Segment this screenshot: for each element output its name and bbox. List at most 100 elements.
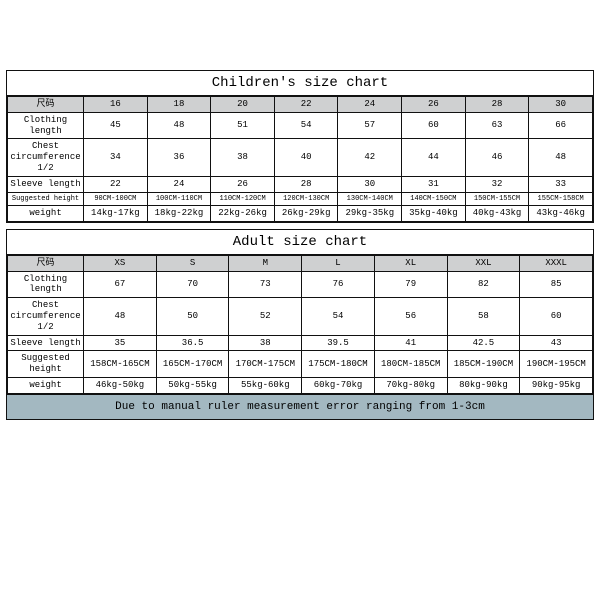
size-header: XXXL	[520, 255, 593, 271]
row-label: Chest circumference 1/2	[8, 139, 84, 176]
data-cell: 38	[211, 139, 275, 176]
data-cell: 39.5	[302, 335, 375, 351]
data-cell: 22kg-26kg	[211, 205, 275, 221]
data-cell: 26	[211, 176, 275, 192]
data-cell: 18kg-22kg	[147, 205, 211, 221]
size-header: 18	[147, 97, 211, 113]
data-cell: 35kg-40kg	[402, 205, 466, 221]
data-cell: 100CM-110CM	[147, 192, 211, 205]
size-header: XS	[84, 255, 157, 271]
size-header: 30	[529, 97, 593, 113]
data-cell: 80kg-90kg	[447, 377, 520, 393]
data-cell: 38	[229, 335, 302, 351]
data-cell: 67	[84, 271, 157, 298]
data-cell: 33	[529, 176, 593, 192]
row-label: Clothing length	[8, 271, 84, 298]
data-cell: 180CM-185CM	[374, 351, 447, 378]
table-row: Clothing length4548515457606366	[8, 112, 593, 139]
data-cell: 40	[274, 139, 338, 176]
data-cell: 43	[520, 335, 593, 351]
data-cell: 150CM-155CM	[465, 192, 529, 205]
data-cell: 24	[147, 176, 211, 192]
data-cell: 57	[338, 112, 402, 139]
adult-table: 尺码XSSMLXLXXLXXXL Clothing length67707376…	[7, 255, 593, 394]
data-cell: 32	[465, 176, 529, 192]
data-cell: 110CM-120CM	[211, 192, 275, 205]
size-chart-sheet: Children's size chart 尺码1618202224262830…	[0, 0, 600, 420]
data-cell: 60	[402, 112, 466, 139]
data-cell: 48	[529, 139, 593, 176]
data-cell: 190CM-195CM	[520, 351, 593, 378]
data-cell: 54	[302, 298, 375, 335]
data-cell: 14kg-17kg	[84, 205, 148, 221]
table-row: Chest circumference 1/23436384042444648	[8, 139, 593, 176]
data-cell: 56	[374, 298, 447, 335]
data-cell: 85	[520, 271, 593, 298]
data-cell: 44	[402, 139, 466, 176]
data-cell: 48	[84, 298, 157, 335]
data-cell: 31	[402, 176, 466, 192]
data-cell: 63	[465, 112, 529, 139]
data-cell: 36	[147, 139, 211, 176]
data-cell: 45	[84, 112, 148, 139]
data-cell: 90kg-95kg	[520, 377, 593, 393]
data-cell: 170CM-175CM	[229, 351, 302, 378]
data-cell: 76	[302, 271, 375, 298]
table-row: Clothing length67707376798285	[8, 271, 593, 298]
data-cell: 28	[274, 176, 338, 192]
table-row: weight46kg-50kg50kg-55kg55kg-60kg60kg-70…	[8, 377, 593, 393]
data-cell: 52	[229, 298, 302, 335]
data-cell: 185CM-190CM	[447, 351, 520, 378]
row-label: Clothing length	[8, 112, 84, 139]
size-header: 28	[465, 97, 529, 113]
size-header: 26	[402, 97, 466, 113]
size-header: 20	[211, 97, 275, 113]
children-table-wrap: Children's size chart 尺码1618202224262830…	[6, 70, 594, 223]
table-row: Sleeve length3536.53839.54142.543	[8, 335, 593, 351]
data-cell: 66	[529, 112, 593, 139]
data-cell: 60	[520, 298, 593, 335]
data-cell: 41	[374, 335, 447, 351]
data-cell: 42	[338, 139, 402, 176]
size-header: L	[302, 255, 375, 271]
size-header: 24	[338, 97, 402, 113]
row-label: weight	[8, 205, 84, 221]
size-header: S	[156, 255, 229, 271]
data-cell: 60kg-70kg	[302, 377, 375, 393]
size-header: 16	[84, 97, 148, 113]
data-cell: 130CM-140CM	[338, 192, 402, 205]
data-cell: 36.5	[156, 335, 229, 351]
children-table: 尺码1618202224262830 Clothing length454851…	[7, 96, 593, 222]
row-label: Sleeve length	[8, 335, 84, 351]
data-cell: 46kg-50kg	[84, 377, 157, 393]
children-title: Children's size chart	[7, 71, 593, 96]
data-cell: 155CM-158CM	[529, 192, 593, 205]
data-cell: 35	[84, 335, 157, 351]
data-cell: 175CM-180CM	[302, 351, 375, 378]
data-cell: 43kg-46kg	[529, 205, 593, 221]
table-row: Chest circumference 1/248505254565860	[8, 298, 593, 335]
size-header: XL	[374, 255, 447, 271]
data-cell: 46	[465, 139, 529, 176]
data-cell: 58	[447, 298, 520, 335]
data-cell: 29kg-35kg	[338, 205, 402, 221]
data-cell: 22	[84, 176, 148, 192]
table-row: Sleeve length2224262830313233	[8, 176, 593, 192]
data-cell: 30	[338, 176, 402, 192]
data-cell: 50kg-55kg	[156, 377, 229, 393]
data-cell: 140CM-150CM	[402, 192, 466, 205]
size-header: 22	[274, 97, 338, 113]
data-cell: 82	[447, 271, 520, 298]
table-row: Suggested height90CM-100CM100CM-110CM110…	[8, 192, 593, 205]
data-cell: 50	[156, 298, 229, 335]
data-cell: 26kg-29kg	[274, 205, 338, 221]
data-cell: 79	[374, 271, 447, 298]
table-row: Suggested height158CM-165CM165CM-170CM17…	[8, 351, 593, 378]
data-cell: 70kg-80kg	[374, 377, 447, 393]
data-cell: 120CM-130CM	[274, 192, 338, 205]
adult-table-wrap: Adult size chart 尺码XSSMLXLXXLXXXL Clothi…	[6, 229, 594, 420]
size-col-label: 尺码	[8, 97, 84, 113]
data-cell: 48	[147, 112, 211, 139]
table-row: weight14kg-17kg18kg-22kg22kg-26kg26kg-29…	[8, 205, 593, 221]
size-col-label: 尺码	[8, 255, 84, 271]
